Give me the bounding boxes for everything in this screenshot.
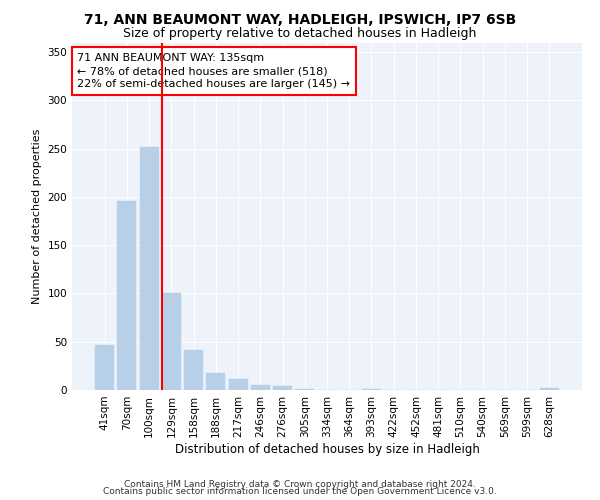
Bar	[362, 389, 381, 390]
Bar	[118, 201, 136, 390]
Y-axis label: Number of detached properties: Number of detached properties	[32, 128, 42, 304]
Bar	[162, 292, 181, 390]
Bar	[140, 147, 158, 390]
Bar	[251, 385, 270, 390]
Bar	[295, 389, 314, 390]
Text: 71 ANN BEAUMONT WAY: 135sqm
← 78% of detached houses are smaller (518)
22% of se: 71 ANN BEAUMONT WAY: 135sqm ← 78% of det…	[77, 53, 350, 90]
Text: 71, ANN BEAUMONT WAY, HADLEIGH, IPSWICH, IP7 6SB: 71, ANN BEAUMONT WAY, HADLEIGH, IPSWICH,…	[84, 12, 516, 26]
Bar	[206, 372, 225, 390]
X-axis label: Distribution of detached houses by size in Hadleigh: Distribution of detached houses by size …	[175, 442, 479, 456]
Bar	[184, 350, 203, 390]
Bar	[540, 388, 559, 390]
Bar	[95, 344, 114, 390]
Text: Size of property relative to detached houses in Hadleigh: Size of property relative to detached ho…	[124, 26, 476, 40]
Text: Contains public sector information licensed under the Open Government Licence v3: Contains public sector information licen…	[103, 487, 497, 496]
Text: Contains HM Land Registry data © Crown copyright and database right 2024.: Contains HM Land Registry data © Crown c…	[124, 480, 476, 489]
Bar	[229, 380, 248, 390]
Bar	[273, 386, 292, 390]
